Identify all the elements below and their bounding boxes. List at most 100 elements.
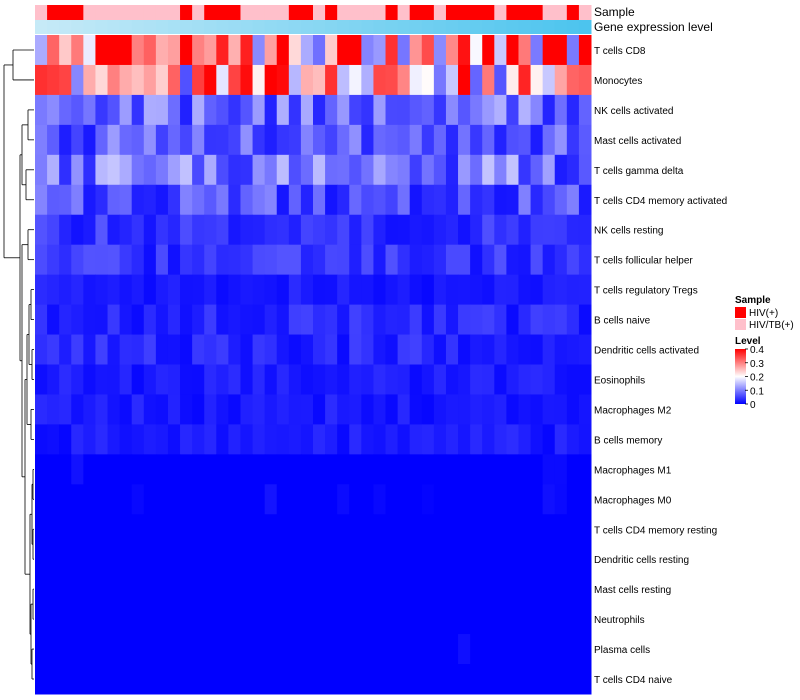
heatmap-cell	[554, 64, 568, 96]
heatmap-cell	[119, 424, 133, 455]
heatmap-cell	[337, 424, 350, 455]
heatmap-cell	[131, 574, 145, 605]
heatmap-cell	[228, 334, 241, 365]
heatmap-cell	[349, 124, 362, 156]
gene-expression-annotation-cell	[530, 20, 544, 34]
heatmap-cell	[530, 334, 544, 365]
heatmap-cell	[240, 64, 254, 96]
heatmap-cell	[300, 394, 314, 425]
heatmap-cell	[119, 484, 133, 515]
heatmap-cell	[325, 334, 338, 365]
heatmap-cell	[349, 574, 362, 605]
heatmap-cell	[409, 424, 423, 455]
heatmap-cell	[433, 184, 447, 216]
heatmap-cell	[59, 94, 72, 126]
heatmap-cell	[470, 64, 483, 96]
heatmap-cell	[361, 424, 374, 455]
heatmap-cell	[542, 664, 556, 695]
heatmap-cell	[59, 484, 72, 515]
gene-expression-annotation-cell	[421, 20, 435, 34]
heatmap-cell	[180, 334, 193, 365]
heatmap-cell	[470, 574, 483, 605]
heatmap-cell	[409, 604, 423, 635]
heatmap-cell	[445, 274, 459, 306]
legend-tick-label: 0.3	[750, 359, 764, 370]
heatmap-cell	[59, 184, 72, 216]
heatmap-cell	[216, 304, 229, 336]
heatmap-cell	[155, 64, 169, 96]
heatmap-cell	[252, 484, 266, 515]
heatmap-cell	[445, 64, 459, 96]
heatmap-cell	[409, 454, 423, 485]
heatmap-cell	[409, 64, 423, 96]
heatmap-cell	[252, 394, 266, 425]
heatmap-cell	[143, 604, 157, 635]
legend-ticks: 0.4 0.3 0.2 0.1 0	[745, 345, 764, 411]
heatmap-cell	[131, 334, 145, 365]
heatmap-cell	[530, 274, 544, 306]
heatmap-cell	[204, 274, 217, 306]
heatmap-cell	[167, 35, 181, 66]
gene-expression-annotation-cell	[192, 20, 205, 34]
heatmap-cell	[59, 514, 72, 545]
heatmap-cell	[373, 514, 387, 545]
heatmap-cell	[566, 484, 580, 515]
gene-expression-annotation-cell	[240, 20, 254, 34]
heatmap-cell	[35, 424, 48, 455]
heatmap-cell	[313, 184, 326, 216]
heatmap-cell	[337, 94, 350, 126]
heatmap-cell	[47, 574, 60, 605]
heatmap-cell	[252, 604, 266, 635]
heatmap-cell	[421, 64, 435, 96]
heatmap-cell	[566, 214, 580, 246]
heatmap-cell	[325, 544, 338, 575]
heatmap-cell	[240, 35, 254, 66]
heatmap-cell	[288, 274, 302, 306]
heatmap-cell	[59, 424, 72, 455]
sample-annotation-cell	[228, 5, 241, 20]
heatmap-cell	[47, 214, 60, 246]
heatmap-cell	[95, 244, 109, 276]
heatmap-cell	[264, 424, 278, 455]
legend-label-hiv: HIV(+)	[749, 308, 778, 319]
sample-annotation-cell	[409, 5, 423, 20]
heatmap-cell	[71, 364, 84, 395]
heatmap-cell	[397, 124, 411, 156]
heatmap-cell	[35, 214, 48, 246]
sample-annotation-cell	[578, 5, 592, 20]
heatmap-cell	[192, 214, 205, 246]
heatmap-cell	[554, 544, 568, 575]
heatmap-cell	[530, 184, 544, 216]
heatmap-cell	[240, 364, 254, 395]
heatmap-cell	[288, 574, 302, 605]
heatmap-cell	[35, 124, 48, 156]
heatmap-cell	[71, 544, 84, 575]
heatmap-cell	[530, 64, 544, 96]
heatmap-cell	[482, 634, 495, 665]
heatmap-cell	[288, 214, 302, 246]
heatmap-cell	[421, 184, 435, 216]
heatmap-cell	[433, 364, 447, 395]
heatmap-cell	[47, 664, 60, 695]
heatmap-cell	[288, 424, 302, 455]
sample-annotation-cell	[204, 5, 217, 20]
row-label: B cells memory	[594, 435, 662, 446]
heatmap-cell	[421, 424, 435, 455]
heatmap-cell	[95, 274, 109, 306]
heatmap-cell	[276, 514, 290, 545]
heatmap-cell	[83, 334, 96, 365]
heatmap-cell	[385, 424, 399, 455]
heatmap-cell	[361, 124, 374, 156]
heatmap-cell	[542, 424, 556, 455]
heatmap-cell	[216, 334, 229, 365]
heatmap-cell	[373, 604, 387, 635]
heatmap-cell	[119, 334, 133, 365]
heatmap-cell	[71, 484, 84, 515]
heatmap-cell	[494, 184, 507, 216]
legend: Sample HIV(+) HIV/TB(+) Level 0.40.30.20…	[735, 295, 794, 411]
heatmap-cell	[337, 274, 350, 306]
heatmap-cell	[252, 304, 266, 336]
heatmap-cell	[325, 604, 338, 635]
heatmap-cell	[252, 454, 266, 485]
heatmap-cell	[397, 304, 411, 336]
